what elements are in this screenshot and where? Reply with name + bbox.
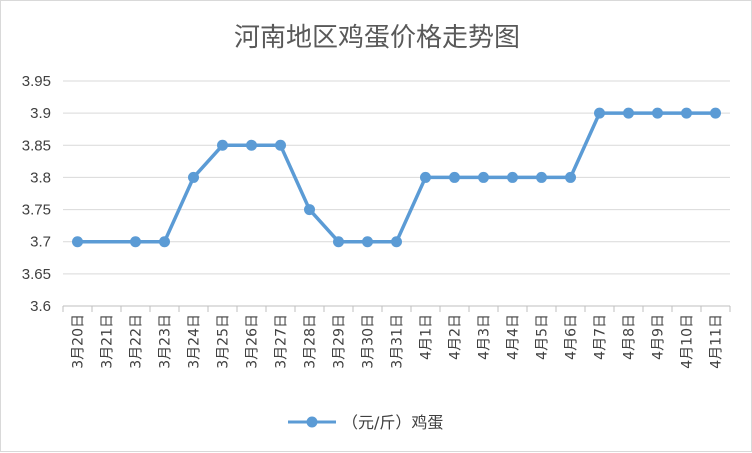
x-tick-label: 3月25日 — [216, 314, 232, 369]
data-point — [623, 107, 634, 119]
data-point — [565, 171, 576, 183]
x-tick-label: 4月6日 — [564, 314, 580, 360]
y-tick-label: 3.9 — [30, 105, 51, 122]
data-point — [159, 236, 170, 248]
x-tick-label: 3月21日 — [100, 314, 116, 369]
x-tick-label: 3月20日 — [71, 314, 87, 369]
x-tick-label: 4月5日 — [535, 314, 551, 360]
x-tick-label: 3月27日 — [274, 314, 290, 369]
chart-title: 河南地区鸡蛋价格走势图 — [234, 23, 520, 53]
series-line — [77, 111, 716, 244]
data-point — [304, 204, 315, 216]
data-point — [217, 139, 228, 151]
data-point — [536, 171, 547, 183]
x-tick-label: 4月2日 — [448, 314, 464, 360]
y-axis: 3.6 3.65 3.7 3.75 3.8 3.85 3.9 3.95 — [22, 73, 51, 315]
data-point — [246, 139, 257, 151]
x-tick-label: 4月8日 — [622, 314, 638, 360]
x-tick-label: 3月22日 — [129, 314, 145, 369]
legend: （元/斤）鸡蛋 — [288, 413, 443, 432]
data-point — [710, 107, 721, 119]
data-point — [333, 236, 344, 248]
x-tick-label: 4月1日 — [419, 314, 435, 360]
data-point — [275, 139, 286, 151]
y-tick-label: 3.75 — [22, 202, 51, 219]
x-tick-label: 3月24日 — [187, 314, 203, 369]
x-tick-label: 4月9日 — [651, 314, 667, 360]
x-axis: 3月20日 3月21日 3月22日 3月23日 3月24日 3月25日 3月26日 3月27日… — [62, 305, 731, 369]
data-point — [391, 236, 402, 248]
y-tick-label: 3.65 — [22, 266, 51, 283]
y-tick-label: 3.95 — [22, 73, 51, 90]
y-tick-label: 3.6 — [30, 298, 51, 315]
data-point — [130, 236, 141, 248]
data-point — [594, 107, 605, 119]
legend-point-marker — [306, 416, 318, 428]
x-tick-label: 3月31日 — [390, 314, 406, 369]
x-tick-label: 3月30日 — [361, 314, 377, 369]
gridlines — [63, 80, 730, 275]
x-tick-label: 4月3日 — [477, 314, 493, 360]
data-point — [420, 171, 431, 183]
x-tick-label: 3月23日 — [158, 314, 174, 369]
data-point — [681, 107, 692, 119]
series-layer — [72, 107, 721, 248]
x-tick-label: 3月28日 — [303, 314, 319, 369]
y-tick-label: 3.7 — [30, 234, 51, 251]
data-point — [449, 171, 460, 183]
data-point — [362, 236, 373, 248]
x-tick-label: 4月7日 — [593, 314, 609, 360]
data-point — [652, 107, 663, 119]
y-tick-label: 3.8 — [30, 169, 51, 186]
data-point — [478, 171, 489, 183]
x-tick-label: 4月4日 — [506, 314, 522, 360]
x-tick-label: 3月29日 — [332, 314, 348, 369]
data-point — [72, 236, 83, 248]
y-tick-label: 3.85 — [22, 137, 51, 154]
data-point — [507, 171, 518, 183]
legend-label: （元/斤）鸡蛋 — [342, 413, 443, 432]
x-tick-label: 3月26日 — [245, 314, 261, 369]
x-tick-label: 4月11日 — [709, 314, 725, 369]
x-tick-label: 4月10日 — [680, 314, 696, 369]
data-point — [188, 171, 199, 183]
